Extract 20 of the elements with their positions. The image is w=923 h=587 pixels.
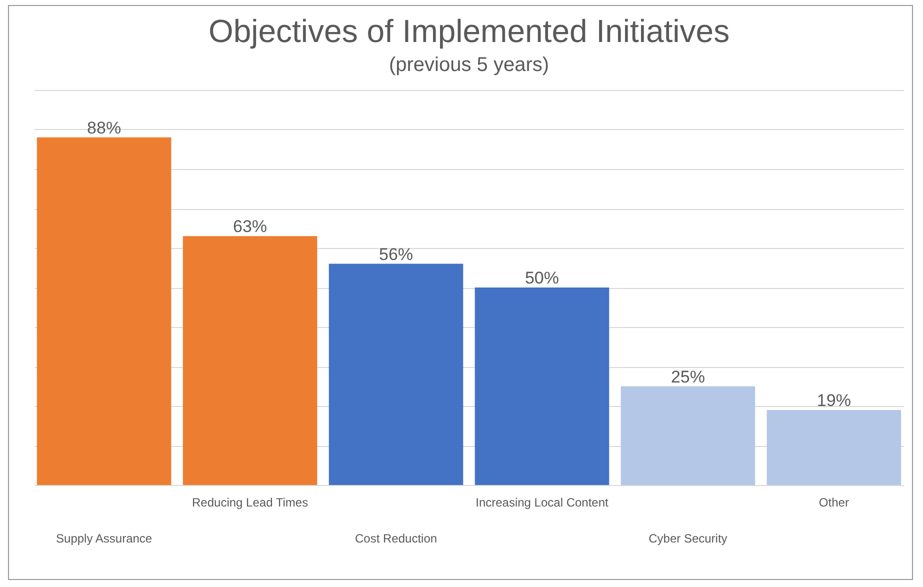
data-label: 56% [379, 244, 414, 264]
x-tick-label: Other [818, 496, 849, 510]
data-label: 50% [524, 268, 559, 288]
chart-subtitle: (previous 5 years) [388, 54, 550, 76]
bar [474, 288, 610, 485]
bar [36, 137, 172, 485]
data-label: 88% [87, 118, 122, 138]
bar [182, 236, 318, 485]
data-label: 19% [816, 390, 851, 410]
data-label: 63% [233, 217, 268, 236]
x-tick-label: Cyber Security [648, 532, 728, 546]
x-tick-label: Supply Assurance [56, 532, 152, 546]
bar [766, 410, 902, 485]
x-tick-label: Reducing Lead Times [192, 496, 308, 510]
chart-title: Objectives of Implemented Initiatives [208, 13, 730, 49]
data-label: 25% [670, 367, 705, 386]
x-tick-label: Cost Reduction [354, 532, 438, 546]
bar [328, 264, 464, 485]
bar [620, 386, 756, 485]
x-tick-label: Increasing Local Content [476, 496, 610, 510]
